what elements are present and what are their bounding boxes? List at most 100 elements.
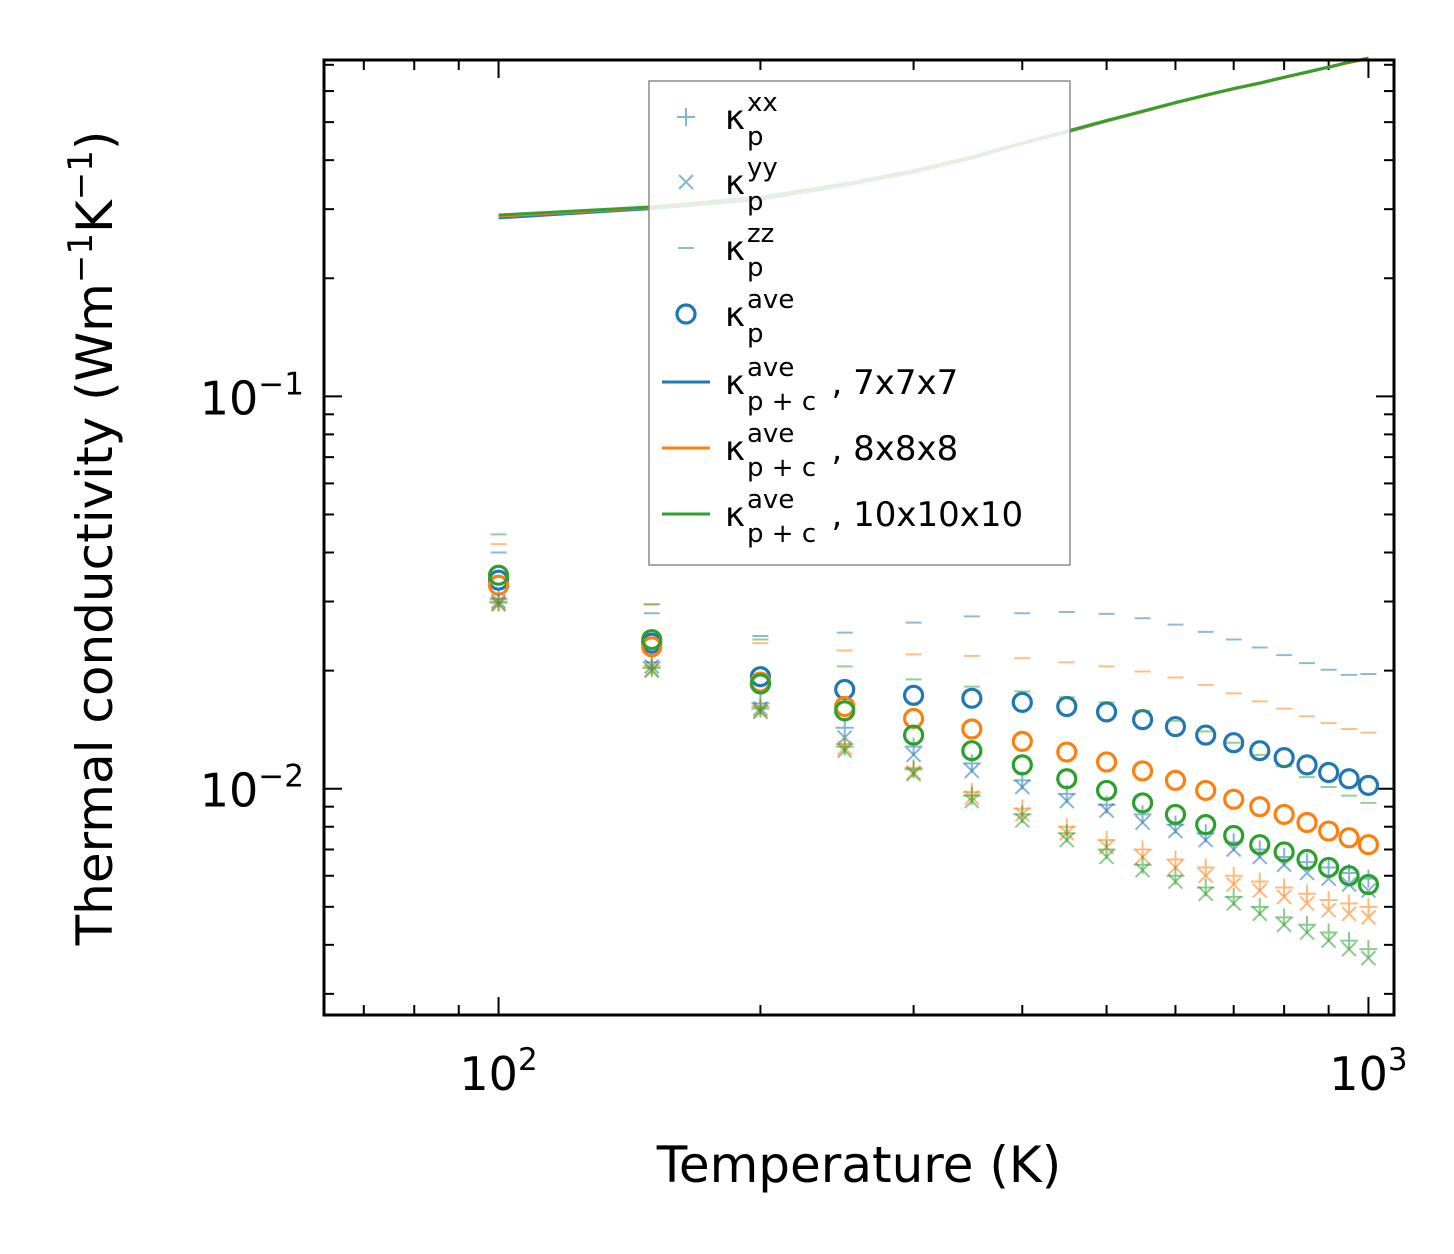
y-tick-label-base: 10 (200, 371, 259, 425)
legend-label-base: κ (725, 163, 745, 203)
y-axis-title-end: ) (66, 131, 124, 151)
x-tick-label: 103 (1329, 1042, 1407, 1101)
kyy-point (1276, 917, 1292, 933)
kyy-point (1059, 832, 1075, 848)
y-tick-label-exp: −1 (258, 366, 304, 402)
kyy-point (1252, 882, 1268, 899)
kxx-point (642, 659, 661, 678)
legend-label: κxx p (725, 88, 778, 152)
kxx-point (904, 737, 923, 756)
kxx-point (1359, 897, 1378, 916)
kxx-point (835, 718, 854, 737)
kave-point (1249, 834, 1271, 856)
kxx-point (1319, 858, 1338, 877)
legend-label: κave p + c , 8x8x8 (725, 419, 958, 483)
kave-point (1095, 779, 1118, 802)
legend-label: κave p (725, 285, 794, 349)
x-tick-label: 102 (459, 1042, 537, 1101)
kave-point (1011, 730, 1033, 753)
legend-label: κyy p (725, 153, 778, 217)
kave-point (1164, 769, 1187, 792)
kyy-point (1252, 906, 1268, 922)
kave-point (1338, 768, 1360, 790)
kave-point (1318, 761, 1340, 784)
kxx-point (1340, 931, 1359, 950)
legend-label-base: κ (725, 98, 745, 138)
kyy-point (1197, 868, 1214, 884)
kyy-point (1167, 823, 1184, 839)
kyy-point (1014, 779, 1030, 795)
kxx-point (962, 754, 981, 773)
kave-point (1195, 814, 1217, 836)
kyy-point (644, 662, 660, 679)
legend-label: κave p + c , 7x7x7 (725, 353, 958, 417)
kyy-point (1225, 876, 1242, 893)
kxx-point (751, 699, 770, 718)
kave-point (749, 673, 772, 695)
kxx-point (1196, 858, 1215, 877)
kave-point (1011, 691, 1033, 713)
kxx-point (1319, 891, 1338, 910)
legend-label-base: κ (725, 295, 745, 335)
kave-point (1223, 732, 1245, 754)
y-tick-label: 10−2 (200, 759, 304, 818)
y-axis-title-main: Thermal conductivity (Wm (66, 283, 124, 946)
x-tick-label-exp: 2 (518, 1042, 538, 1078)
kxx-point (1298, 915, 1317, 934)
legend-label-sup: ave (747, 285, 794, 315)
legend-handle-plus (677, 108, 695, 126)
kxx-point (1133, 805, 1152, 824)
y-tick-label-exp: −2 (258, 759, 304, 795)
kave-point (902, 684, 925, 706)
kave-point (834, 700, 856, 722)
kave-point (961, 687, 983, 709)
kyy-point (1341, 906, 1357, 922)
kyy-point (490, 596, 507, 613)
kave-point (1296, 848, 1318, 871)
legend-label-sub: p + c (747, 519, 816, 549)
x-axis-title: Temperature (K) (656, 1136, 1061, 1194)
legend-label-base: κ (725, 429, 745, 469)
kave-point (1249, 740, 1271, 762)
legend-label-suffix: , 10x10x10 (832, 495, 1024, 535)
legend-label-base: κ (725, 363, 745, 403)
legend-label-sub: p + c (747, 453, 816, 483)
kyy-point (1098, 802, 1115, 819)
kave-point (1131, 792, 1154, 814)
kxx-point (1298, 884, 1317, 903)
kyy-point (1014, 812, 1030, 829)
kave-point (1195, 724, 1217, 746)
kave-point (1357, 834, 1380, 856)
kave-point (1357, 774, 1380, 796)
tick-labels: 102 103 10−2 10−1 (200, 366, 1408, 1101)
legend-label-sup: ave (747, 419, 794, 449)
kxx-point (1133, 840, 1152, 859)
kave-point (1318, 820, 1340, 842)
legend-label-sup: xx (747, 88, 778, 118)
kxx-point (1340, 894, 1359, 913)
legend-box (648, 80, 1071, 566)
kxx-point (835, 737, 854, 756)
kxx-point (1097, 840, 1116, 859)
legend-label-sup: zz (747, 219, 774, 249)
kyy-point (1225, 895, 1242, 912)
kyy-point (1360, 882, 1377, 899)
legend-label: κave p + c , 10x10x10 (725, 485, 1023, 549)
kyy-point (1299, 924, 1315, 941)
kave-point (961, 740, 983, 762)
kave-point (961, 718, 983, 740)
x-tick-label-exp: 3 (1388, 1042, 1408, 1078)
kave-point (1296, 811, 1318, 834)
kxx-point (1224, 866, 1243, 885)
kxx-point (489, 593, 508, 612)
plot-area (487, 56, 1380, 966)
kyy-point (1167, 873, 1184, 890)
kyy-point (1360, 950, 1377, 966)
kxx-point (1319, 923, 1338, 942)
legend-label-base: κ (725, 495, 745, 535)
legend-label: κzz p (725, 219, 774, 283)
kyy-point (837, 742, 853, 759)
kyy-point (1134, 862, 1151, 878)
legend-label-sub: p (747, 253, 764, 283)
kyy-point (752, 704, 769, 720)
